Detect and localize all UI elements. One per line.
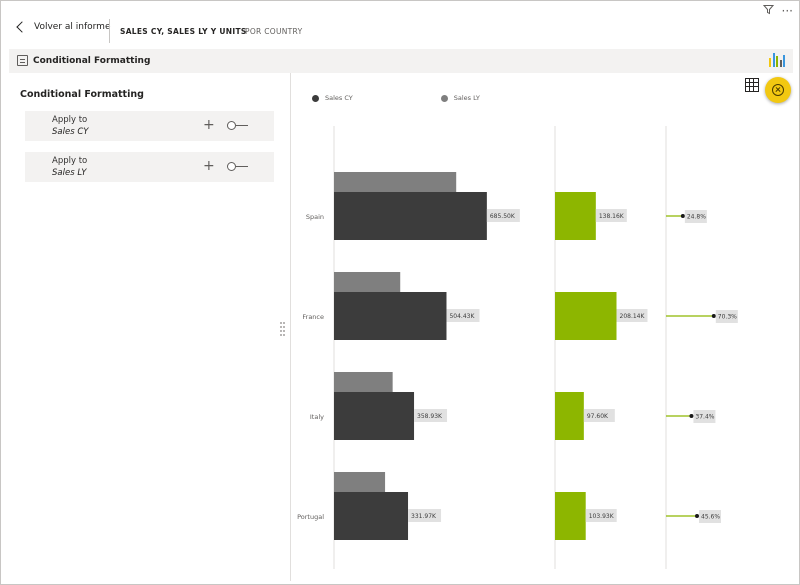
data-label-bg [414, 409, 448, 422]
header-divider [109, 19, 110, 43]
data-label-variance: 103.93K [589, 513, 615, 520]
bar-sales-cy [334, 292, 447, 340]
data-label-variance-pct: 37.4% [695, 414, 714, 421]
data-label-sales-cy: 504.43K [449, 313, 475, 320]
drill-header: Volver al informe SALES CY, SALES LY Y U… [1, 19, 799, 45]
close-formatting-button[interactable] [765, 77, 791, 103]
pane-resize-handle[interactable] [280, 322, 286, 336]
category-label: Spain [306, 213, 324, 221]
data-label-bg [583, 409, 615, 422]
lollipop-dot [689, 414, 694, 418]
more-options-icon[interactable]: ··· [781, 3, 793, 18]
filter-icon[interactable] [762, 4, 774, 17]
lollipop-dot [711, 314, 716, 318]
data-label-bg [446, 309, 480, 322]
legend-dot-icon [312, 94, 319, 102]
bar-sales-ly [334, 172, 457, 192]
data-label-bg [486, 209, 520, 222]
visual-title: SALES CY, SALES LY Y UNITS [120, 27, 247, 36]
data-label-variance: 138.16K [599, 213, 625, 220]
cf-bar-title: Conditional Formatting [33, 56, 151, 66]
data-label-bg [616, 309, 648, 322]
lollipop-dot [695, 514, 700, 518]
table-view-icon[interactable] [745, 78, 759, 92]
back-to-report-label: Volver al informe [34, 22, 111, 32]
format-table-icon [17, 55, 28, 66]
chart-legend: Sales CY Sales LY [312, 94, 568, 102]
data-label-sales-cy: 685.50K [490, 213, 516, 220]
chart-area: Sales CY Sales LY Spain 685.50K 138.16K 24.… [292, 74, 799, 581]
legend-label: Sales CY [325, 94, 353, 102]
bar-sales-ly [334, 472, 386, 492]
rule-card-sales-ly[interactable]: Apply to Sales LY + [25, 152, 274, 182]
category-label: Portugal [297, 513, 324, 521]
rule-card-sales-cy[interactable]: Apply to Sales CY + [25, 111, 274, 141]
data-label-variance-pct: 70.3% [718, 314, 737, 321]
pane-title: Conditional Formatting [20, 89, 144, 100]
legend-item-sales-ly[interactable]: Sales LY [440, 94, 480, 102]
data-label-bg [699, 510, 722, 523]
add-rule-icon[interactable]: + [203, 117, 215, 133]
legend-label: Sales LY [453, 94, 480, 102]
data-label-bg [684, 210, 707, 223]
rule-toggle[interactable] [227, 121, 248, 131]
rule-toggle[interactable] [227, 162, 248, 172]
visual-header: ··· [1, 1, 799, 19]
apply-to-label: Apply to [52, 156, 88, 166]
data-label-bg [693, 410, 716, 423]
bar-sales-ly [334, 272, 401, 292]
back-to-report-button[interactable]: Volver al informe [15, 21, 111, 33]
data-label-bg [715, 310, 738, 323]
bar-variance [555, 292, 617, 340]
add-rule-icon[interactable]: + [203, 158, 215, 174]
data-label-bg [408, 509, 442, 522]
rule-field-name: Sales CY [52, 127, 89, 137]
bar-variance [555, 192, 596, 240]
category-label: France [302, 313, 324, 321]
data-label-bg [585, 509, 617, 522]
conditional-formatting-bar: Conditional Formatting [9, 49, 793, 73]
visual-logo-icon [769, 53, 785, 67]
bar-sales-cy [334, 392, 415, 440]
data-label-variance: 97.60K [587, 413, 609, 420]
data-label-sales-cy: 358.93K [417, 413, 443, 420]
lollipop-dot [680, 214, 685, 218]
legend-dot-icon [440, 94, 448, 102]
data-label-sales-cy: 331.97K [411, 513, 437, 520]
data-label-variance-pct: 24.8% [687, 214, 706, 221]
bar-chart: Spain 685.50K 138.16K 24.8% France 504.43K 208… [297, 126, 738, 569]
legend-item-sales-cy[interactable]: Sales CY [312, 94, 353, 102]
bar-variance [555, 492, 586, 540]
data-label-variance: 208.14K [620, 313, 646, 320]
conditional-formatting-pane: Conditional Formatting Apply to Sales CY… [9, 73, 291, 581]
rule-field-name: Sales LY [52, 168, 87, 178]
data-label-bg [595, 209, 627, 222]
data-label-variance-pct: 45.6% [701, 514, 720, 521]
category-label: Italy [310, 413, 324, 421]
apply-to-label: Apply to [52, 115, 88, 125]
bar-sales-cy [334, 192, 487, 240]
bar-variance [555, 392, 584, 440]
chevron-left-icon [16, 21, 28, 33]
visual-subtitle: POR COUNTRY [245, 27, 303, 36]
close-circle-icon [772, 84, 784, 96]
bar-sales-ly [334, 372, 393, 392]
bar-sales-cy [334, 492, 409, 540]
